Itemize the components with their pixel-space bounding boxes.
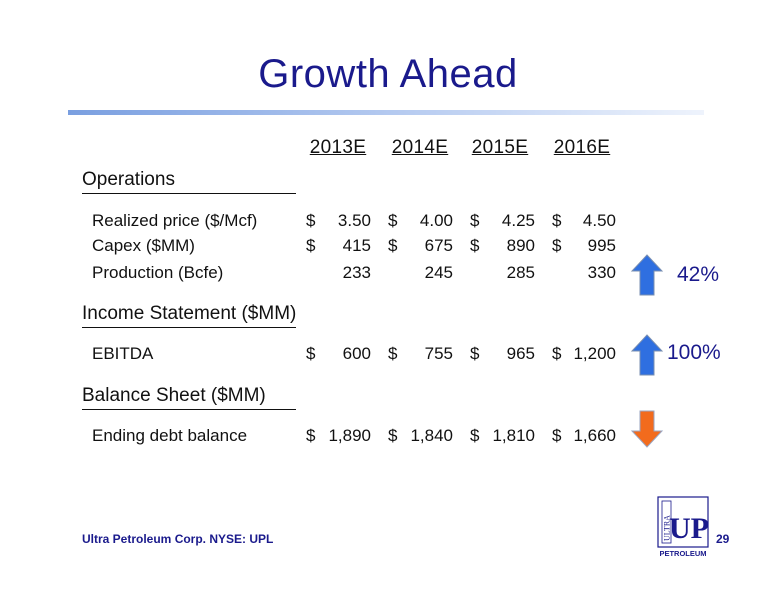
currency-symbol: $ [306,344,316,363]
section-divider [82,327,296,328]
ebitda-growth-percent: 100% [667,341,721,364]
row-label-capex: Capex ($MM) [92,236,195,255]
up-arrow-icon [630,334,664,376]
slide-title: Growth Ahead [258,52,518,96]
year-header-2013: 2013E [309,137,367,158]
currency-symbol: $ [388,344,398,363]
currency-symbol: $ [552,344,562,363]
row-label-production: Production (Bcfe) [92,263,224,282]
debt-2013: 1,890 [328,426,371,445]
debt-2015: 1,810 [492,426,535,445]
ultra-petroleum-logo: ULTRA UP PETROLEUM [657,496,709,558]
price-2016: 4.50 [582,211,616,230]
down-arrow-icon [630,410,664,448]
production-2013: 233 [342,263,371,282]
currency-symbol: $ [470,211,480,230]
page-number: 29 [716,532,730,546]
year-header-2015: 2015E [471,137,529,158]
section-divider [82,409,296,410]
logo-up-text: UP [669,512,709,545]
capex-2013: 415 [342,236,371,255]
currency-symbol: $ [388,211,398,230]
currency-symbol: $ [388,236,398,255]
section-balance-sheet: Balance Sheet ($MM) [82,385,266,406]
currency-symbol: $ [552,426,562,445]
price-2014: 4.00 [419,211,453,230]
year-header-2016: 2016E [553,137,611,158]
section-divider [82,193,296,194]
ebitda-2014: 755 [424,344,453,363]
logo-ultra-text: ULTRA [663,515,672,541]
up-arrow-icon [630,254,664,296]
price-2015: 4.25 [501,211,535,230]
currency-symbol: $ [470,344,480,363]
ebitda-2016: 1,200 [573,344,616,363]
debt-2016: 1,660 [573,426,616,445]
section-operations: Operations [82,169,175,190]
currency-symbol: $ [306,426,316,445]
row-label-debt: Ending debt balance [92,426,248,445]
title-underline [68,110,704,115]
ebitda-2013: 600 [342,344,371,363]
currency-symbol: $ [470,236,480,255]
section-income-statement: Income Statement ($MM) [82,303,297,324]
currency-symbol: $ [470,426,480,445]
row-label-price: Realized price ($/Mcf) [92,211,258,230]
currency-symbol: $ [306,236,316,255]
production-growth-percent: 42% [677,263,720,286]
currency-symbol: $ [552,211,562,230]
capex-2014: 675 [424,236,453,255]
debt-2014: 1,840 [410,426,453,445]
currency-symbol: $ [388,426,398,445]
production-2015: 285 [506,263,535,282]
capex-2016: 995 [587,236,616,255]
row-label-ebitda: EBITDA [92,344,154,363]
currency-symbol: $ [306,211,316,230]
ebitda-2015: 965 [506,344,535,363]
capex-2015: 890 [506,236,535,255]
year-header-2014: 2014E [391,137,449,158]
price-2013: 3.50 [337,211,371,230]
footer-company: Ultra Petroleum Corp. NYSE: UPL [82,532,274,546]
logo-petroleum-text: PETROLEUM [659,549,706,558]
currency-symbol: $ [552,236,562,255]
production-2014: 245 [424,263,453,282]
production-2016: 330 [587,263,616,282]
